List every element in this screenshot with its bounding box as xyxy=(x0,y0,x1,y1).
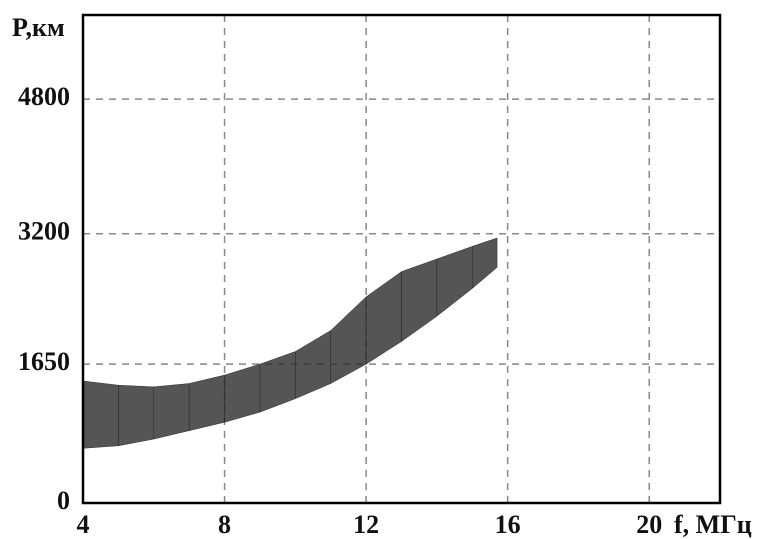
trace-segment xyxy=(259,351,296,413)
trace-segment xyxy=(330,296,367,384)
trace-segment xyxy=(224,363,261,423)
y-tick-label: 3200 xyxy=(18,217,70,246)
trace-segment xyxy=(365,271,402,365)
trace-segment xyxy=(82,380,119,449)
x-tick-label: 12 xyxy=(353,510,379,539)
trace-segment xyxy=(118,384,155,447)
y-axis-label: P,км xyxy=(12,13,65,42)
trace-segment xyxy=(188,374,225,431)
trace-segment xyxy=(436,246,473,317)
trace-segment xyxy=(401,258,438,342)
x-tick-label: 20 xyxy=(636,510,662,539)
trace-segment xyxy=(153,383,190,440)
x-tick-label: 16 xyxy=(495,510,521,539)
y-tick-label: 4800 xyxy=(18,82,70,111)
x-tick-label: 8 xyxy=(218,510,231,539)
trace-segment xyxy=(472,237,498,289)
x-tick-label: 4 xyxy=(77,510,90,539)
y-tick-label: 1650 xyxy=(18,347,70,376)
x-axis-label: f, МГц xyxy=(674,510,752,539)
y-tick-label: 0 xyxy=(57,486,70,515)
plot-frame xyxy=(81,13,722,505)
trace-segment xyxy=(295,330,331,400)
